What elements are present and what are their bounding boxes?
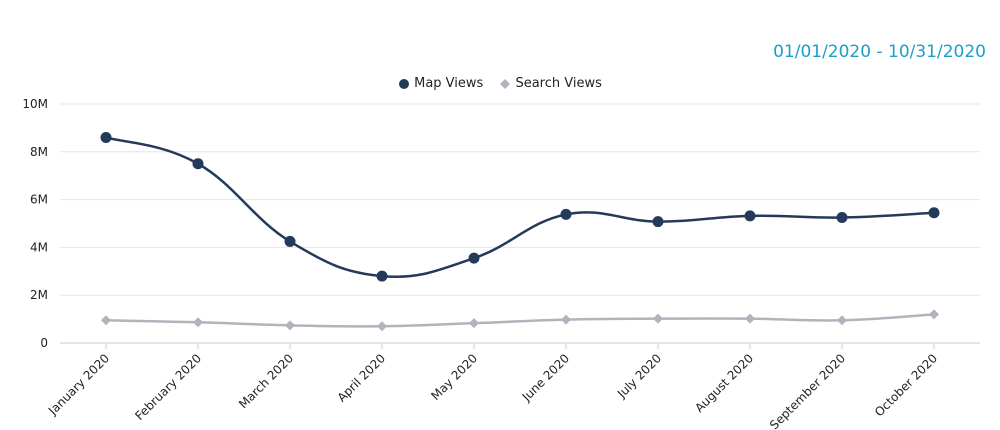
data-point-search-views — [745, 313, 755, 324]
data-point-search-views — [377, 321, 387, 332]
data-point-search-views — [285, 320, 295, 331]
chart-legend: Map Views Search Views — [0, 76, 1000, 94]
data-point-map-views — [744, 210, 756, 222]
circle-marker-icon — [399, 78, 410, 89]
x-tick-label: February 2020 — [132, 351, 204, 423]
legend-item-map-views[interactable]: Map Views — [398, 76, 483, 91]
legend-label-search-views: Search Views — [515, 76, 602, 91]
series-line-search-views — [105, 313, 935, 328]
data-point-map-views — [192, 158, 204, 170]
data-point-search-views — [469, 318, 479, 329]
x-tick-label: June 2020 — [519, 351, 572, 404]
x-tick-label: August 2020 — [692, 351, 756, 415]
legend-item-search-views[interactable]: Search Views — [499, 76, 602, 91]
data-point-map-views — [468, 252, 480, 264]
date-range-label: 01/01/2020 - 10/31/2020 — [773, 42, 986, 62]
y-tick-label: 0 — [40, 336, 48, 350]
y-tick-label: 2M — [30, 288, 48, 302]
data-point-search-views — [561, 314, 571, 325]
data-point-search-views — [193, 317, 203, 328]
y-tick-label: 10M — [22, 97, 48, 111]
series-line-map-views — [105, 136, 935, 278]
x-tick-label: January 2020 — [45, 351, 112, 418]
x-tick-label: May 2020 — [428, 351, 480, 403]
data-point-map-views — [376, 270, 388, 282]
y-tick-label: 8M — [30, 145, 48, 159]
data-point-search-views — [653, 313, 663, 324]
data-point-map-views — [928, 207, 940, 219]
x-tick-label: July 2020 — [614, 351, 664, 401]
data-point-search-views — [837, 315, 847, 326]
data-point-search-views — [101, 315, 111, 326]
data-point-map-views — [836, 212, 848, 224]
data-point-map-views — [284, 235, 296, 247]
x-tick-label: October 2020 — [872, 351, 940, 419]
y-tick-label: 6M — [30, 193, 48, 207]
data-point-map-views — [560, 208, 572, 220]
x-tick-label: March 2020 — [236, 351, 296, 411]
data-point-map-views — [652, 216, 664, 228]
diamond-marker-icon — [500, 78, 511, 89]
x-tick-label: September 2020 — [767, 351, 848, 430]
legend-label-map-views: Map Views — [414, 76, 484, 91]
y-tick-label: 4M — [30, 240, 48, 254]
x-tick-label: April 2020 — [335, 351, 389, 405]
data-point-map-views — [100, 131, 112, 143]
data-point-search-views — [929, 309, 939, 320]
